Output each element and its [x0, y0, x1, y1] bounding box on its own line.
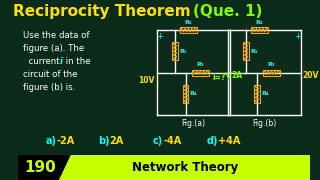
- Text: R₄: R₄: [190, 91, 197, 96]
- Bar: [263, 69, 280, 75]
- Text: R₂: R₂: [185, 19, 192, 24]
- Text: 2A: 2A: [109, 136, 123, 146]
- Bar: [254, 85, 260, 103]
- Text: -2A: -2A: [56, 136, 74, 146]
- Text: i: i: [60, 57, 63, 66]
- Text: R₂: R₂: [256, 19, 263, 24]
- Text: R₁: R₁: [250, 49, 258, 54]
- Text: R₁: R₁: [179, 49, 187, 54]
- Bar: [18, 155, 310, 180]
- Text: R₃: R₃: [196, 62, 204, 67]
- Text: c): c): [153, 136, 163, 146]
- Text: 20V: 20V: [302, 71, 319, 80]
- Polygon shape: [18, 155, 71, 180]
- Text: a): a): [45, 136, 56, 146]
- Text: i=?: i=?: [212, 73, 226, 82]
- Text: b): b): [98, 136, 110, 146]
- Bar: [243, 42, 249, 60]
- Text: (Que. 1): (Que. 1): [193, 3, 262, 19]
- Text: figure (a). The: figure (a). The: [23, 44, 84, 53]
- Text: 2A: 2A: [231, 71, 243, 80]
- Text: Network Theory: Network Theory: [132, 161, 238, 174]
- Text: R₃: R₃: [268, 62, 275, 67]
- Bar: [183, 85, 188, 103]
- Text: 190: 190: [24, 160, 56, 175]
- Text: +: +: [294, 31, 301, 40]
- Text: Fig.(b): Fig.(b): [252, 120, 276, 129]
- Text: Use the data of: Use the data of: [23, 30, 90, 39]
- Bar: [252, 27, 268, 33]
- Text: d): d): [207, 136, 218, 146]
- Bar: [180, 27, 197, 33]
- Text: +4A: +4A: [218, 136, 240, 146]
- Text: -4A: -4A: [164, 136, 182, 146]
- Bar: [172, 42, 178, 60]
- Text: circuit of the: circuit of the: [23, 69, 78, 78]
- Text: current: current: [23, 57, 63, 66]
- Text: figure (b) is.: figure (b) is.: [23, 82, 76, 91]
- Text: 10V: 10V: [138, 76, 155, 85]
- Text: Reciprocity Theorem: Reciprocity Theorem: [13, 3, 196, 19]
- Text: +: +: [156, 31, 163, 40]
- Text: in the: in the: [63, 57, 91, 66]
- Text: Fig.(a): Fig.(a): [181, 120, 205, 129]
- Text: R₄: R₄: [261, 91, 268, 96]
- Bar: [192, 69, 209, 75]
